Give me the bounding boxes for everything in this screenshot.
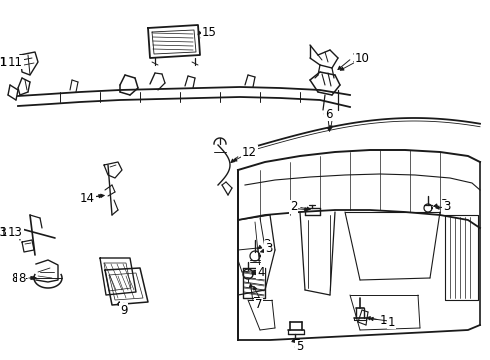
Text: 13: 13 bbox=[8, 225, 23, 238]
Text: 7: 7 bbox=[253, 296, 261, 309]
Text: 11: 11 bbox=[8, 55, 23, 68]
Text: 8←: 8← bbox=[11, 271, 28, 284]
Text: 6: 6 bbox=[325, 108, 333, 121]
Text: 14: 14 bbox=[82, 192, 97, 204]
Text: 8: 8 bbox=[18, 271, 25, 284]
Text: 2: 2 bbox=[290, 201, 297, 213]
Text: 12: 12 bbox=[242, 145, 257, 158]
Text: 6: 6 bbox=[322, 108, 329, 122]
Text: 12: 12 bbox=[240, 148, 255, 162]
Text: 3: 3 bbox=[265, 242, 272, 255]
Text: 1: 1 bbox=[380, 314, 388, 327]
Text: 3: 3 bbox=[440, 198, 447, 211]
Text: 4: 4 bbox=[257, 266, 265, 279]
Text: 11: 11 bbox=[0, 55, 8, 68]
Text: 5: 5 bbox=[293, 338, 300, 351]
Text: 1: 1 bbox=[388, 315, 395, 328]
Text: 9: 9 bbox=[118, 302, 125, 315]
Text: 5: 5 bbox=[296, 341, 303, 354]
Text: 13: 13 bbox=[0, 225, 15, 238]
Text: 11: 11 bbox=[0, 55, 15, 68]
Text: 3: 3 bbox=[263, 238, 270, 252]
Text: 9: 9 bbox=[120, 303, 127, 316]
Text: 10: 10 bbox=[355, 51, 370, 64]
Text: 3: 3 bbox=[443, 201, 450, 213]
Text: 10: 10 bbox=[352, 51, 367, 64]
Text: 15: 15 bbox=[200, 26, 215, 39]
Text: 2: 2 bbox=[288, 202, 295, 215]
Text: 15: 15 bbox=[202, 26, 217, 39]
Text: 8: 8 bbox=[15, 271, 22, 284]
Text: 13: 13 bbox=[0, 225, 8, 238]
Text: 7: 7 bbox=[255, 298, 263, 311]
Text: 4: 4 bbox=[255, 266, 263, 279]
Text: 14: 14 bbox=[80, 192, 95, 204]
